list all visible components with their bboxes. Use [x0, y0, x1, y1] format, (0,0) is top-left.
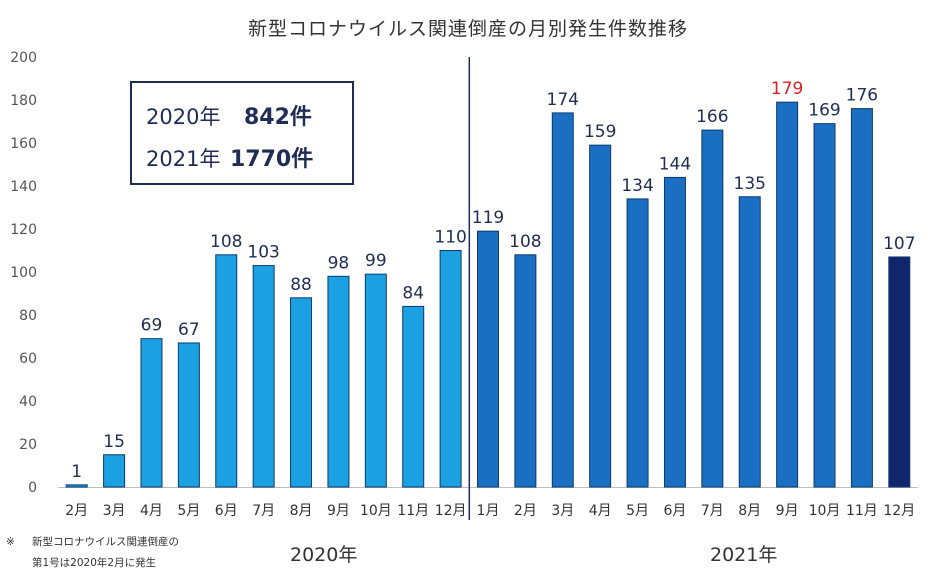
x-tick-label: 2月 — [65, 503, 88, 519]
summary-2021-year: 2021年 — [146, 147, 221, 171]
bar-value-label: 108 — [210, 232, 242, 252]
bar — [850, 108, 873, 488]
bar — [589, 144, 612, 488]
bar — [813, 123, 836, 488]
bar — [701, 129, 724, 488]
x-tick-label: 5月 — [626, 503, 649, 519]
bar — [776, 101, 799, 488]
bar-value-label: 119 — [472, 208, 504, 228]
bar — [888, 256, 911, 488]
x-tick-label: 7月 — [252, 503, 275, 519]
bar-value-label: 108 — [509, 232, 541, 252]
bar — [626, 198, 649, 488]
bar-value-label: 103 — [247, 243, 279, 263]
x-tick-label: 11月 — [397, 503, 429, 519]
bar-value-label: 1 — [71, 462, 82, 482]
bar-value-label: 67 — [178, 320, 200, 340]
bar — [177, 342, 200, 488]
x-tick-label: 6月 — [663, 503, 686, 519]
x-tick-label: 3月 — [103, 503, 126, 519]
x-tick-label: 4月 — [589, 503, 612, 519]
footnote: ※ 新型コロナウイルス関連倒産の 第1号は2020年2月に発生 — [6, 532, 179, 574]
year-label-2020: 2020年 — [290, 544, 358, 566]
footnote-mark: ※ — [6, 536, 15, 548]
bar-value-label: 176 — [846, 86, 878, 106]
bar — [103, 454, 126, 488]
bar — [439, 250, 462, 488]
x-tick-label: 4月 — [140, 503, 163, 519]
bar-value-label: 15 — [103, 432, 125, 452]
bar — [65, 484, 88, 488]
bar — [140, 338, 163, 488]
x-tick-label: 2月 — [514, 503, 537, 519]
bar-value-label: 166 — [696, 107, 728, 127]
summary-2020: 2020年 842件 — [146, 99, 312, 131]
bar — [738, 196, 761, 488]
bar — [327, 275, 350, 488]
bar — [477, 230, 499, 488]
bar-value-label: 84 — [402, 283, 424, 303]
bar — [402, 305, 425, 488]
bar — [290, 297, 313, 488]
bar — [551, 112, 574, 488]
x-tick-label: 12月 — [435, 503, 467, 519]
y-tick-label: 160 — [10, 136, 37, 152]
y-tick-label: 120 — [10, 222, 37, 238]
x-tick-label: 7月 — [701, 503, 724, 519]
bar-value-label: 98 — [328, 253, 350, 273]
bar-value-label: 110 — [434, 228, 466, 248]
summary-2021-count: 1770件 — [230, 147, 314, 172]
bar-value-label: 135 — [734, 174, 766, 194]
footnote-line2: 第1号は2020年2月に発生 — [32, 557, 157, 569]
year-label-2021: 2021年 — [710, 544, 778, 566]
bar-value-label: 99 — [365, 251, 387, 271]
bar-value-label: 169 — [808, 101, 840, 121]
bar-value-label: 144 — [659, 154, 691, 174]
bar-value-label: 134 — [621, 176, 653, 196]
x-tick-label: 12月 — [883, 503, 915, 519]
y-tick-label: 60 — [19, 351, 37, 367]
x-tick-label: 3月 — [551, 503, 574, 519]
y-tick-label: 200 — [10, 50, 37, 66]
x-tick-label: 8月 — [290, 503, 313, 519]
bar-value-label: 174 — [547, 90, 579, 110]
bar-value-label: 69 — [141, 316, 163, 336]
x-tick-label: 10月 — [809, 503, 841, 519]
y-tick-label: 180 — [10, 93, 37, 109]
bar — [663, 176, 686, 488]
x-tick-label: 11月 — [846, 503, 878, 519]
bar — [514, 254, 537, 488]
bar — [364, 273, 387, 488]
summary-2020-year: 2020年 — [146, 105, 221, 129]
bar-value-label: 107 — [883, 234, 915, 254]
x-tick-label: 9月 — [327, 503, 350, 519]
chart-title: 新型コロナウイルス関連倒産の月別発生件数推移 — [247, 18, 688, 40]
x-tick-label: 9月 — [776, 503, 799, 519]
bar-value-label: 88 — [290, 275, 312, 295]
y-tick-label: 20 — [19, 437, 37, 453]
x-tick-label: 8月 — [738, 503, 761, 519]
bar — [252, 265, 275, 488]
x-tick-label: 6月 — [215, 503, 238, 519]
y-tick-label: 40 — [19, 394, 37, 410]
footnote-line1: 新型コロナウイルス関連倒産の — [32, 536, 179, 548]
y-tick-label: 100 — [10, 265, 37, 281]
summary-box: 2020年 842件 2021年 1770件 — [130, 81, 354, 185]
summary-2021: 2021年 1770件 — [146, 141, 313, 173]
bar-value-label: 179 — [771, 79, 803, 99]
y-tick-label: 140 — [10, 179, 37, 195]
y-tick-label: 80 — [19, 308, 37, 324]
bar — [215, 254, 238, 488]
x-tick-label: 10月 — [360, 503, 392, 519]
summary-2020-count: 842件 — [244, 105, 312, 130]
x-tick-label: 5月 — [177, 503, 200, 519]
x-tick-label: 1月 — [477, 503, 500, 519]
y-tick-label: 0 — [28, 480, 37, 496]
bar-value-label: 159 — [584, 122, 616, 142]
